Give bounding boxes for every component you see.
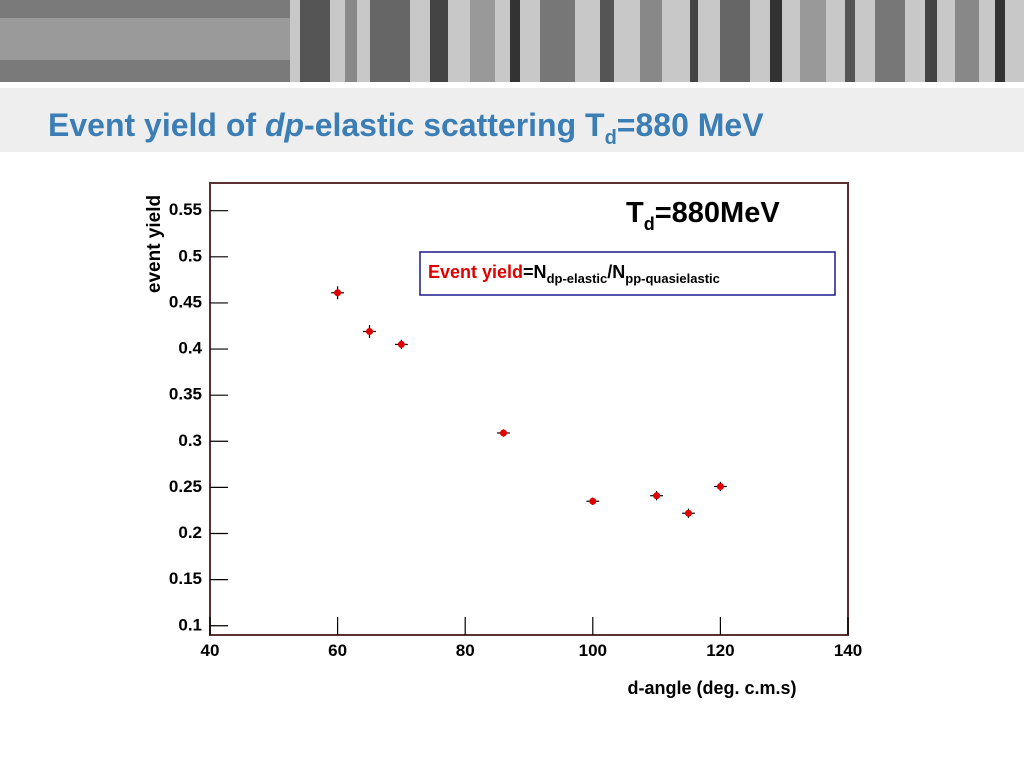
data-point: [397, 340, 405, 348]
y-tick-label: 0.35: [169, 385, 202, 404]
annotation-part: d: [644, 214, 655, 234]
y-axis-label: event yield: [144, 195, 165, 293]
title-part: dp: [265, 107, 304, 143]
annotation-part: T: [626, 197, 644, 229]
y-tick-label: 0.25: [169, 477, 202, 496]
legend-text: Event yield=Ndp-elastic/Npp-quasielastic: [428, 262, 720, 286]
legend-part: dp-elastic: [547, 271, 608, 286]
legend-part: Event yield: [428, 262, 523, 282]
y-tick-label: 0.55: [169, 200, 202, 219]
title-part: =880 MeV: [617, 107, 764, 143]
data-point: [589, 497, 597, 505]
plot-frame: [209, 182, 849, 636]
title-part: -elastic scattering T: [304, 107, 605, 143]
y-tick-label: 0.5: [178, 246, 202, 265]
data-point: [685, 509, 692, 517]
data-point: [716, 482, 724, 490]
slide-title: Event yield of dp-elastic scattering Td=…: [48, 107, 764, 149]
x-tick-label: 60: [328, 641, 347, 660]
data-point: [499, 429, 507, 437]
legend-part: =N: [523, 262, 547, 282]
y-tick-label: 0.45: [169, 292, 202, 311]
y-tick-label: 0.4: [178, 339, 202, 358]
x-tick-label: 80: [456, 641, 475, 660]
legend-part: pp-quasielastic: [625, 271, 720, 286]
y-tick-label: 0.1: [178, 615, 202, 634]
x-tick-label: 120: [706, 641, 734, 660]
annotation-part: =880MeV: [655, 197, 781, 229]
x-axis-label: d-angle (deg. c.m.s): [627, 678, 796, 698]
title-part: Event yield of: [48, 107, 265, 143]
legend-box: [419, 251, 836, 296]
title-part: d: [605, 127, 617, 149]
y-tick-label: 0.3: [178, 431, 202, 450]
banner: [0, 0, 1024, 152]
y-tick-label: 0.15: [169, 569, 202, 588]
x-tick-label: 100: [579, 641, 607, 660]
data-point: [334, 289, 342, 297]
data-point: [653, 492, 661, 500]
data-point: [366, 328, 373, 336]
y-tick-label: 0.2: [178, 523, 202, 542]
x-tick-label: 40: [201, 641, 220, 660]
annotation: Td=880MeV: [626, 197, 780, 234]
x-tick-label: 140: [834, 641, 862, 660]
legend-part: /N: [607, 262, 625, 282]
